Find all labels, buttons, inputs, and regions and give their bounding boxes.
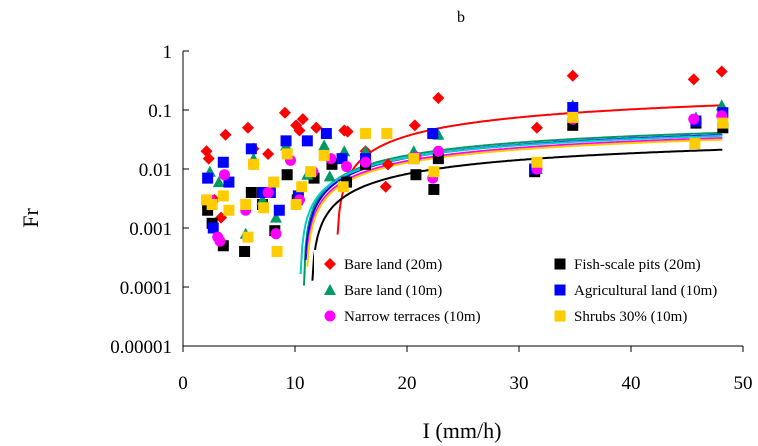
data-point <box>567 112 578 123</box>
legend-label: Fish-scale pits (20m) <box>574 257 701 273</box>
data-point <box>360 128 371 139</box>
data-point <box>202 173 213 184</box>
data-point <box>689 138 700 149</box>
data-point <box>262 148 274 160</box>
data-point <box>207 199 218 210</box>
data-point <box>218 190 229 201</box>
legend-marker <box>555 311 566 322</box>
data-point <box>381 128 392 139</box>
legend-label: Bare land (20m) <box>344 257 442 273</box>
legend-label: Agricultural land (10m) <box>574 283 717 299</box>
data-point <box>223 205 234 216</box>
legend-marker <box>555 285 566 296</box>
data-point <box>321 128 332 139</box>
data-point <box>531 122 543 134</box>
chart-title: b <box>457 9 465 26</box>
data-point <box>567 70 579 82</box>
data-point <box>296 181 307 192</box>
data-point <box>242 232 253 243</box>
data-point <box>428 184 439 195</box>
data-point <box>246 187 257 198</box>
y-tick-label: 0.1 <box>148 101 172 122</box>
data-point <box>242 122 254 134</box>
series-group <box>204 99 728 238</box>
data-point <box>218 157 229 168</box>
legend-label: Narrow terraces (10m) <box>344 309 481 325</box>
data-points <box>201 65 729 257</box>
data-point <box>248 159 259 170</box>
data-point <box>310 122 322 134</box>
x-tick-label: 10 <box>286 373 305 394</box>
data-point <box>688 73 700 85</box>
data-point <box>318 140 330 151</box>
data-point <box>408 153 419 164</box>
y-tick-label: 0.00001 <box>110 337 172 358</box>
data-point <box>716 65 728 77</box>
data-point <box>688 114 699 125</box>
data-point <box>341 161 352 172</box>
data-point <box>268 177 279 188</box>
data-point <box>258 202 269 213</box>
data-point <box>432 92 444 104</box>
data-point <box>531 157 542 168</box>
x-tick-label: 40 <box>622 373 641 394</box>
y-tick-label: 1 <box>163 42 173 63</box>
data-point <box>270 228 281 239</box>
data-point <box>717 118 728 129</box>
data-point <box>302 135 313 146</box>
x-axis-label: I (mm/h) <box>423 418 502 443</box>
legend-marker <box>555 259 566 270</box>
data-point <box>427 128 438 139</box>
y-tick-label: 0.001 <box>129 219 172 240</box>
x-tick-label: 20 <box>398 373 417 394</box>
data-point <box>282 169 293 180</box>
data-point <box>263 187 274 198</box>
y-tick-label: 0.0001 <box>120 278 172 299</box>
series-group <box>201 65 728 223</box>
data-point <box>338 181 349 192</box>
y-tick-label: 0.01 <box>139 160 172 181</box>
data-point <box>219 169 230 180</box>
data-point <box>291 199 302 210</box>
data-point <box>282 148 293 159</box>
data-point <box>567 102 578 113</box>
data-point <box>279 107 291 119</box>
data-point <box>214 236 225 247</box>
data-point <box>409 119 421 131</box>
data-point <box>319 150 330 161</box>
data-point <box>274 205 285 216</box>
data-point <box>220 129 232 141</box>
data-point <box>246 143 257 154</box>
data-point <box>428 166 439 177</box>
data-point <box>324 170 336 181</box>
data-point <box>281 135 292 146</box>
data-point <box>380 181 392 193</box>
x-tick-label: 50 <box>734 373 753 394</box>
data-point <box>272 246 283 257</box>
data-point <box>240 199 251 210</box>
data-point <box>360 157 371 168</box>
data-point <box>305 166 316 177</box>
series-group <box>202 102 728 233</box>
tick-labels: 1 0.1 0.01 0.001 0.0001 0.00001 0 10 20 30 40 50 <box>110 42 752 394</box>
data-point <box>433 146 444 157</box>
data-point <box>239 246 250 257</box>
legend-label: Bare land (10m) <box>344 283 442 299</box>
chart-legend: Bare land (20m) Fish-scale pits (20m) Bare… <box>314 250 744 332</box>
data-point <box>410 169 421 180</box>
x-tick-label: 30 <box>510 373 529 394</box>
legend-label: Shrubs 30% (10m) <box>574 309 687 325</box>
x-tick-label: 0 <box>178 373 188 394</box>
y-axis-label: Fr <box>18 208 43 228</box>
legend-marker <box>325 311 336 322</box>
